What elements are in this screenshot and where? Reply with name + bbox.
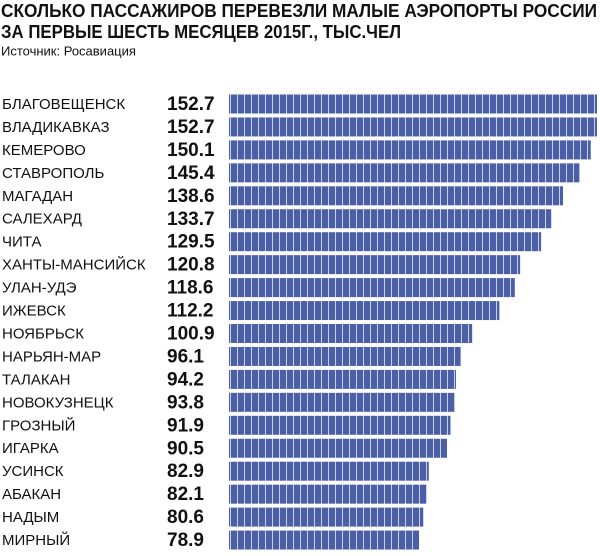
chart-title: ЗА ПЕРВЫЕ ШЕСТЬ МЕСЯЦЕВ 2015Г., ТЫС.ЧЕЛ xyxy=(1,22,401,42)
category-label: ЧИТА xyxy=(2,234,41,251)
bar xyxy=(229,232,542,252)
value-label: 82.1 xyxy=(167,484,204,505)
category-label: УСИНСК xyxy=(2,463,64,480)
value-label: 82.9 xyxy=(167,461,204,482)
value-label: 90.5 xyxy=(167,438,204,459)
bar xyxy=(229,255,521,275)
bar xyxy=(229,163,580,183)
category-label: МИРНЫЙ xyxy=(2,531,70,549)
value-label: 93.8 xyxy=(167,392,204,413)
category-label: НОЯБРЬСК xyxy=(2,325,84,342)
bar xyxy=(229,186,564,206)
value-label: 133.7 xyxy=(167,209,215,230)
bar xyxy=(229,484,427,504)
category-label: УЛАН-УДЭ xyxy=(2,280,77,297)
value-label: 129.5 xyxy=(167,232,215,253)
bar xyxy=(229,209,552,229)
category-label: ГРОЗНЫЙ xyxy=(2,416,75,434)
chart-title: СКОЛЬКО ПАССАЖИРОВ ПЕРЕВЕЗЛИ МАЛЫЕ АЭРОП… xyxy=(1,1,597,21)
bar xyxy=(229,461,429,481)
category-label: СТАВРОПОЛЬ xyxy=(2,165,104,182)
category-label: МАГАДАН xyxy=(2,188,73,205)
bar xyxy=(229,301,500,321)
category-label: ИЖЕВСК xyxy=(2,303,66,320)
category-label: НАРЬЯН-МАР xyxy=(2,348,101,365)
bar xyxy=(229,530,420,550)
category-label: КЕМЕРОВО xyxy=(2,142,86,159)
value-label: 118.6 xyxy=(167,278,214,299)
bar xyxy=(229,507,424,527)
category-label: БЛАГОВЕЩЕНСК xyxy=(2,96,125,113)
category-label: ВЛАДИКАВКАЗ xyxy=(2,119,110,136)
value-label: 152.7 xyxy=(167,117,215,138)
category-label: НОВОКУЗНЕЦК xyxy=(2,394,114,411)
value-label: 120.8 xyxy=(167,255,215,276)
category-label: ХАНТЫ-МАНСИЙСК xyxy=(2,256,146,274)
bar xyxy=(229,369,457,389)
bar xyxy=(229,392,456,412)
source: Источник: Росавиация xyxy=(1,43,136,58)
value-label: 78.9 xyxy=(167,530,204,551)
value-label: 80.6 xyxy=(167,507,204,528)
value-label: 91.9 xyxy=(167,415,204,436)
value-label: 138.6 xyxy=(167,186,215,207)
bar xyxy=(229,94,597,114)
category-label: ТАЛАКАН xyxy=(2,371,70,388)
bar xyxy=(229,324,473,343)
value-label: 145.4 xyxy=(167,163,215,184)
bar xyxy=(229,117,597,137)
bar xyxy=(229,278,515,298)
value-label: 150.1 xyxy=(167,140,215,161)
category-label: САЛЕХАРД xyxy=(2,211,82,228)
category-label: ИГАРКА xyxy=(2,440,59,457)
bar xyxy=(229,346,461,366)
value-label: 100.9 xyxy=(167,324,215,345)
bar xyxy=(229,438,448,458)
category-label: АБАКАН xyxy=(2,486,61,503)
value-label: 112.2 xyxy=(167,301,214,322)
category-label: НАДЫМ xyxy=(2,509,59,526)
bar xyxy=(229,415,451,435)
value-label: 152.7 xyxy=(167,94,215,115)
value-label: 96.1 xyxy=(167,346,204,367)
bar xyxy=(229,140,591,160)
value-label: 94.2 xyxy=(167,369,204,390)
